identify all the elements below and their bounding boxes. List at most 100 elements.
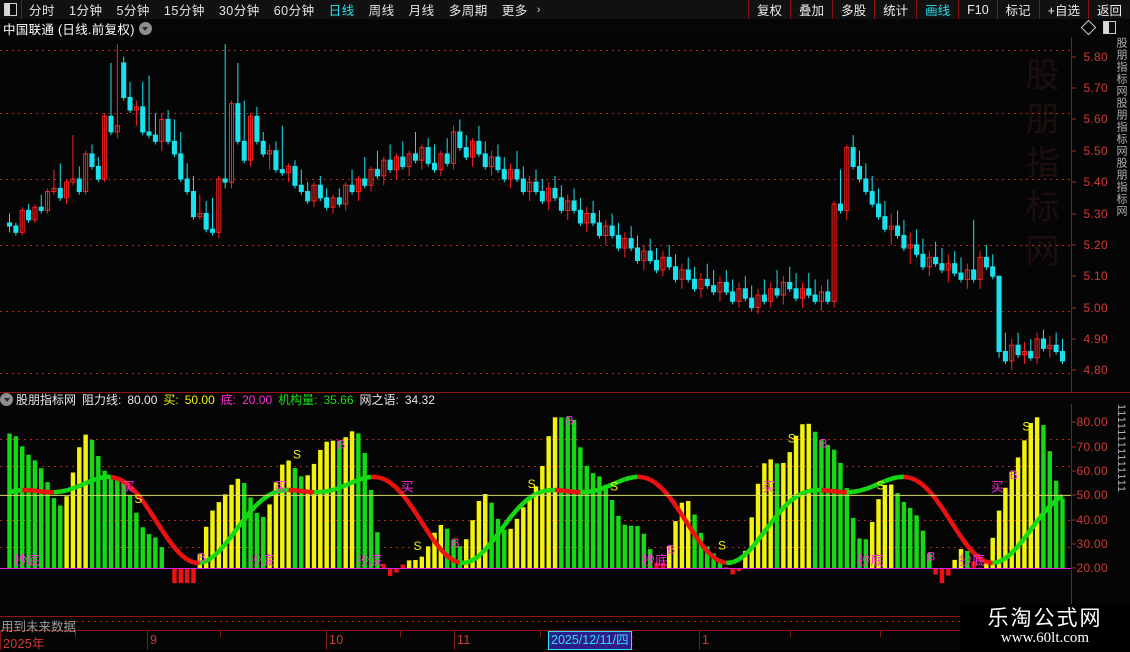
chart-marker: 买 xyxy=(274,480,287,495)
candle xyxy=(204,201,208,232)
candle xyxy=(635,235,639,263)
toolbar-button-8[interactable]: 返回 xyxy=(1089,0,1130,19)
candle xyxy=(471,138,475,166)
trend-segment xyxy=(802,491,808,493)
trend-segment xyxy=(866,487,872,489)
osc-bar xyxy=(527,498,531,569)
osc-bar xyxy=(826,445,830,569)
candle xyxy=(699,273,703,298)
osc-bar xyxy=(343,437,347,568)
selected-date-label[interactable]: 2025/12/11/四 xyxy=(548,631,632,650)
toolbar-button-6[interactable]: 标记 xyxy=(998,0,1040,19)
watermark-title: 乐淘公式网 xyxy=(988,608,1103,630)
osc-bar xyxy=(952,560,956,569)
ind-tickmark-2 xyxy=(1072,470,1076,471)
period-tab-0[interactable]: 分时 xyxy=(22,0,62,19)
future-data-note: 用到未来数据 xyxy=(1,616,76,635)
panel-toggle-icon[interactable] xyxy=(0,0,22,19)
period-tab-1[interactable]: 1分钟 xyxy=(62,0,109,19)
osc-bar xyxy=(851,518,855,569)
candle xyxy=(268,145,272,170)
trend-segment xyxy=(904,477,910,478)
candle xyxy=(52,170,56,195)
chevron-right-icon[interactable]: › xyxy=(535,0,547,19)
toolbar-button-4[interactable]: 画线 xyxy=(917,0,959,19)
candle xyxy=(306,182,310,204)
candle xyxy=(718,276,722,301)
diamond-icon[interactable] xyxy=(1081,20,1097,36)
candle xyxy=(27,204,31,223)
period-tab-6[interactable]: 日线 xyxy=(322,0,362,19)
period-tab-7[interactable]: 周线 xyxy=(362,0,402,19)
trend-segment xyxy=(409,503,415,512)
osc-bar xyxy=(134,513,138,569)
osc-bar xyxy=(578,447,582,568)
candle xyxy=(686,257,690,282)
candle xyxy=(191,176,195,220)
period-tab-9[interactable]: 多周期 xyxy=(442,0,495,19)
date-minor-tick-3 xyxy=(540,631,541,637)
candle xyxy=(452,126,456,170)
period-tab-10[interactable]: 更多 xyxy=(495,0,535,19)
toolbar-button-5[interactable]: F10 xyxy=(959,0,998,19)
candle xyxy=(185,163,189,194)
candle xyxy=(528,176,532,201)
osc-bar xyxy=(807,424,811,569)
osc-bar xyxy=(217,502,221,568)
chevron-down-circle-icon[interactable] xyxy=(139,22,152,35)
candle xyxy=(344,182,348,210)
toolbar-button-3[interactable]: 统计 xyxy=(875,0,917,19)
trend-segment xyxy=(35,491,41,492)
toolbar-button-0[interactable]: 复权 xyxy=(749,0,791,19)
osc-bar xyxy=(401,564,405,568)
candle xyxy=(870,176,874,207)
osc-bar xyxy=(64,496,68,568)
trend-segment xyxy=(828,491,834,492)
osc-bar xyxy=(902,502,906,569)
osc-bar xyxy=(908,508,912,569)
osc-bar xyxy=(58,506,62,569)
candle xyxy=(991,254,995,279)
chevron-down-circle-icon[interactable] xyxy=(0,393,13,406)
osc-bar xyxy=(394,568,398,572)
ind-tick-1: 70.00 xyxy=(1076,440,1108,454)
candle xyxy=(350,170,354,195)
period-tab-4[interactable]: 30分钟 xyxy=(212,0,267,19)
candle xyxy=(299,170,303,195)
candle xyxy=(1003,333,1007,364)
date-label-1: 9 xyxy=(150,633,157,647)
chart-marker: S xyxy=(718,538,726,552)
period-tab-2[interactable]: 5分钟 xyxy=(109,0,156,19)
period-tab-8[interactable]: 月线 xyxy=(402,0,442,19)
candle xyxy=(972,220,976,283)
candle xyxy=(984,245,988,270)
candle xyxy=(547,182,551,210)
trend-segment xyxy=(257,499,263,505)
candle xyxy=(857,151,861,182)
candle xyxy=(616,223,620,251)
candle xyxy=(1041,330,1045,352)
chart-marker: 抄底 xyxy=(14,553,40,568)
candle xyxy=(502,157,506,182)
trend-segment xyxy=(853,491,859,492)
period-tab-5[interactable]: 60分钟 xyxy=(267,0,322,19)
toolbar-button-2[interactable]: 多股 xyxy=(833,0,875,19)
osc-bar xyxy=(788,452,792,568)
split-panel-icon[interactable] xyxy=(1103,21,1116,34)
period-tab-3[interactable]: 15分钟 xyxy=(157,0,212,19)
trend-segment xyxy=(352,480,358,483)
trend-segment xyxy=(454,561,460,563)
candle xyxy=(420,145,424,170)
trend-segment xyxy=(644,477,650,479)
candle xyxy=(147,76,151,139)
ind-tickmark-6 xyxy=(1072,568,1076,569)
toolbar-button-7[interactable]: +自选 xyxy=(1040,0,1089,19)
trend-segment xyxy=(390,482,396,487)
legend-value-3: 35.66 xyxy=(323,393,353,407)
candle xyxy=(160,113,164,151)
toolbar-button-1[interactable]: 叠加 xyxy=(791,0,833,19)
